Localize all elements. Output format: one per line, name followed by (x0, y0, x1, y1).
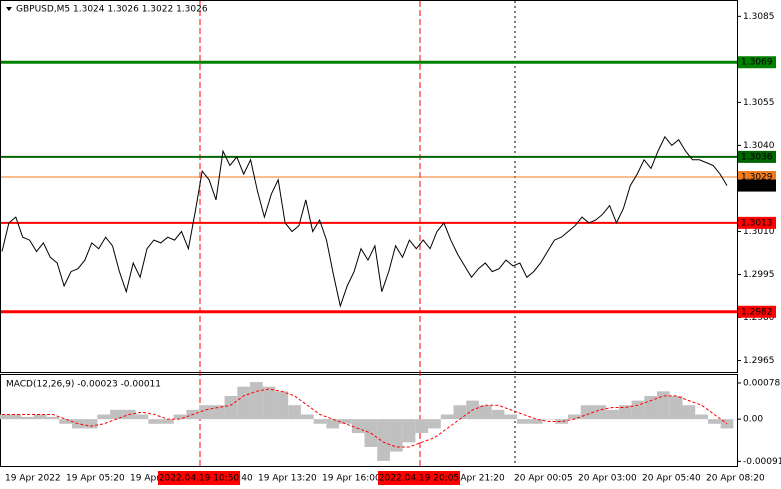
level-label: 1.3013 (741, 218, 773, 228)
macd-bar (568, 414, 581, 420)
level-label: 1.3069 (741, 58, 773, 68)
macd-bar (695, 414, 708, 420)
macd-bar (160, 419, 174, 424)
current-price-box (738, 179, 776, 192)
macd-bar (517, 419, 530, 424)
y-tick-label: 1.2965 (743, 356, 775, 366)
signal-line (2, 388, 728, 448)
macd-bar (657, 391, 670, 420)
y-tick-label: 1.3040 (743, 141, 775, 151)
macd-bar (250, 382, 263, 420)
macd-bar (377, 419, 390, 461)
macd-bar (606, 409, 619, 420)
level-label: 1.3036 (741, 152, 773, 162)
macd-bar (8, 414, 22, 420)
level-label-box (738, 305, 776, 318)
macd-bar (262, 386, 276, 420)
macd-bar (110, 409, 123, 420)
macd-bar (59, 419, 72, 424)
macd-bar (415, 419, 429, 434)
marker-label-box (158, 471, 240, 485)
level-label-box (738, 150, 776, 163)
macd-bar (33, 414, 47, 420)
macd-bar (682, 405, 696, 420)
x-tick-label: 19 Apr 13:20 (258, 474, 317, 484)
macd-bar (504, 414, 518, 420)
macd-bar (453, 405, 467, 420)
macd-bar (275, 391, 289, 420)
x-tick-label: 20 Apr 05:40 (642, 474, 701, 484)
macd-bar (224, 395, 238, 420)
y-tick-label: 1.3085 (743, 12, 775, 22)
macd-bar (555, 419, 569, 424)
x-tick-label: 20 Apr 03:00 (578, 474, 637, 484)
level-label: 1.3029 (741, 172, 773, 182)
macd-bar (478, 405, 492, 420)
macd-bar (593, 405, 607, 420)
macd-bar (173, 414, 187, 420)
price-line (1, 135, 728, 308)
macd-bar (148, 419, 161, 424)
macd-bar (491, 409, 505, 420)
macd-bar (669, 395, 683, 420)
macd-title: MACD(12,26,9) -0.00023 -0.00011 (6, 380, 161, 390)
y-tick-label: 1.2995 (743, 270, 775, 280)
macd-bar (529, 419, 543, 424)
y-tick-label: 1.2980 (743, 313, 775, 323)
macd-bar (0, 414, 9, 420)
x-tick-label: 19 Apr 16:00 (322, 474, 381, 484)
x-tick-label: 20 Apr 08:20 (706, 474, 765, 484)
macd-bar (46, 416, 60, 420)
marker-label: 2022.04.19 10:50 (159, 474, 240, 484)
macd-bar (389, 419, 403, 452)
macd-bar (97, 414, 111, 420)
x-tick-label: 20 Apr 00:05 (514, 474, 573, 484)
chart-title: GBPUSD,M5 1.3024 1.3026 1.3022 1.3026 (16, 5, 208, 15)
macd-bar (580, 405, 594, 420)
macd-bar (300, 414, 314, 420)
macd-bar (84, 419, 98, 429)
marker-label-box (378, 471, 460, 485)
marker-label: 2022.04.19 20:05 (379, 474, 459, 484)
macd-bar (199, 405, 212, 420)
macd-bar (135, 414, 149, 420)
macd-bar (631, 400, 645, 420)
y-tick-label: 1.3010 (743, 227, 775, 237)
macd-bar (339, 419, 352, 424)
macd-bar (542, 419, 556, 420)
macd-bar (402, 419, 416, 443)
current-price: 1.3026 (741, 181, 773, 191)
menu-arrow (6, 7, 12, 11)
y-tick-label: 1.3055 (743, 98, 775, 108)
y-tick-label: -0.00091 (743, 457, 781, 467)
price-panel (0, 0, 738, 373)
level-label-box (738, 56, 776, 69)
macd-bar (351, 419, 365, 434)
x-tick-label: 19 Apr 05:20 (66, 474, 125, 484)
macd-bar (707, 419, 721, 424)
level-label: 1.2982 (741, 307, 773, 317)
x-tick-label: 19 Apr 21:20 (446, 474, 505, 484)
macd-bar (21, 416, 34, 420)
level-label-box (738, 216, 776, 229)
macd-bar (428, 419, 441, 429)
x-tick-label: 19 Apr 2022 (5, 474, 61, 484)
macd-bar (211, 405, 225, 420)
y-tick-label: 0.00078 (743, 378, 780, 388)
macd-bar (618, 405, 632, 420)
macd-bar (313, 419, 327, 424)
y-tick-label: 0.00 (743, 415, 763, 425)
macd-bar (237, 386, 251, 420)
macd-bar (288, 405, 301, 420)
macd-bar (326, 419, 340, 429)
macd-bar (440, 414, 454, 420)
